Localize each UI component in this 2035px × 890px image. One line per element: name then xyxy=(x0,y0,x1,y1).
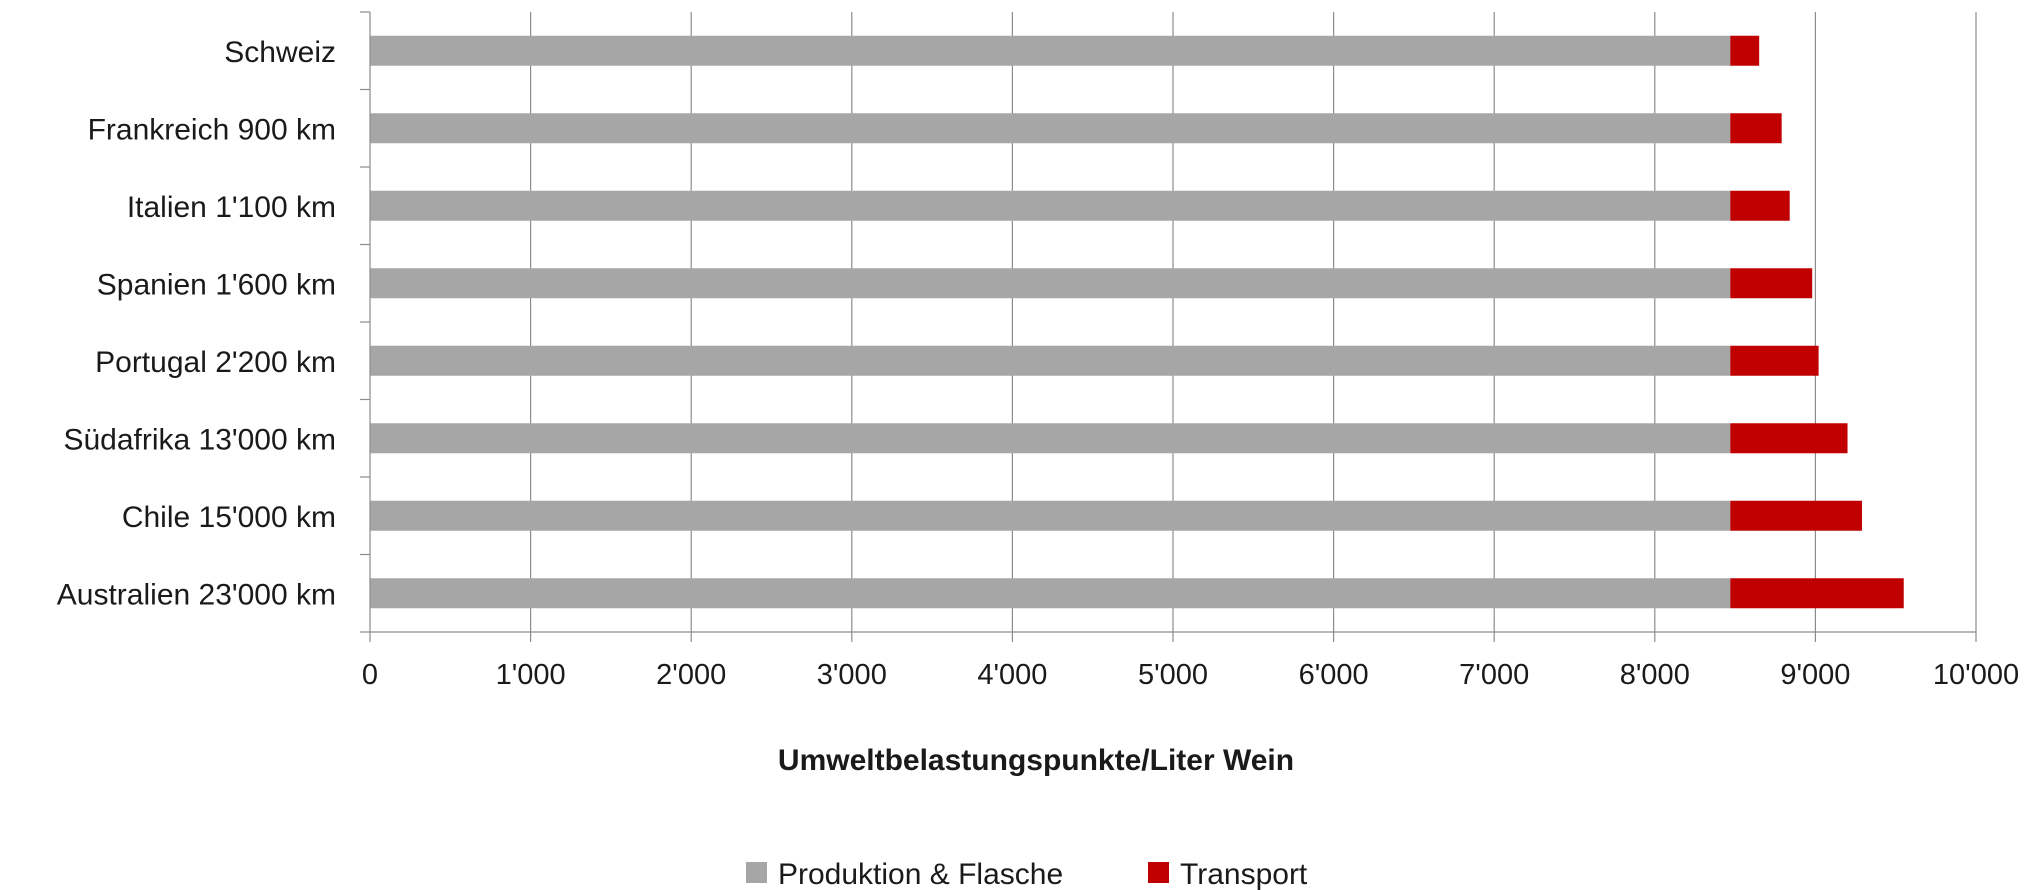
bar-produktion xyxy=(370,268,1731,299)
bar-transport xyxy=(1730,345,1819,376)
x-tick-labels: 0 1'000 2'000 3'000 4'000 5'000 6'000 7'000 8'00… xyxy=(362,659,2019,691)
x-tick-label: 1'000 xyxy=(496,659,566,691)
x-tick-label: 7'000 xyxy=(1459,659,1529,691)
bar-transport xyxy=(1730,113,1782,144)
category-labels: Schweiz Frankreich 900 km Italien 1'100 km… xyxy=(57,36,336,612)
category-label: Spanien 1'600 km xyxy=(97,268,336,301)
bar-transport xyxy=(1730,423,1848,454)
bar-transport xyxy=(1730,578,1904,609)
bar-produktion xyxy=(370,35,1731,66)
axes xyxy=(360,11,1977,642)
x-tick-label: 0 xyxy=(362,659,378,691)
x-tick-label: 10'000 xyxy=(1933,659,2019,691)
bars xyxy=(370,35,1904,609)
legend-label: Transport xyxy=(1180,858,1308,890)
x-tick-label: 5'000 xyxy=(1138,659,1208,691)
x-tick-label: 9'000 xyxy=(1780,659,1850,691)
legend: Produktion & Flasche Transport xyxy=(746,858,1308,890)
x-tick-label: 3'000 xyxy=(817,659,887,691)
bar-transport xyxy=(1730,35,1760,66)
bar-transport xyxy=(1730,190,1790,221)
category-label: Südafrika 13'000 km xyxy=(63,423,336,456)
bar-produktion xyxy=(370,345,1731,376)
category-label: Frankreich 900 km xyxy=(88,113,336,146)
bar-produktion xyxy=(370,500,1731,531)
category-label: Chile 15'000 km xyxy=(122,501,336,534)
x-tick-label: 8'000 xyxy=(1620,659,1690,691)
bar-transport xyxy=(1730,268,1813,299)
category-label: Italien 1'100 km xyxy=(127,191,336,224)
bar-produktion xyxy=(370,113,1731,144)
legend-swatch xyxy=(1148,862,1169,883)
legend-label: Produktion & Flasche xyxy=(778,858,1063,890)
bar-transport xyxy=(1730,500,1862,531)
legend-swatch xyxy=(746,862,767,883)
category-label: Portugal 2'200 km xyxy=(95,346,336,379)
gridlines xyxy=(529,12,1977,632)
bar-produktion xyxy=(370,190,1731,221)
category-label: Australien 23'000 km xyxy=(57,578,336,611)
x-tick-label: 2'000 xyxy=(656,659,726,691)
bar-produktion xyxy=(370,578,1731,609)
x-tick-label: 4'000 xyxy=(977,659,1047,691)
bar-produktion xyxy=(370,423,1731,454)
x-tick-label: 6'000 xyxy=(1299,659,1369,691)
x-axis-title: Umweltbelastungspunkte/Liter Wein xyxy=(778,744,1294,777)
category-label: Schweiz xyxy=(224,36,336,69)
